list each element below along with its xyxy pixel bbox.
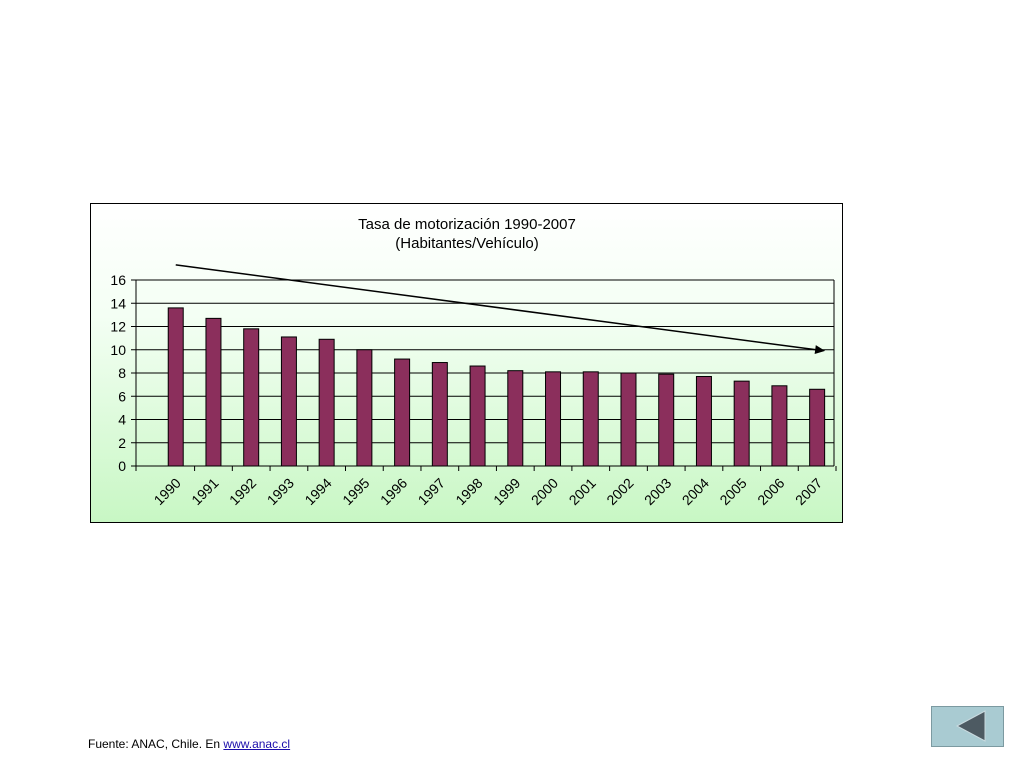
x-tick-label: 1998 <box>452 475 485 508</box>
y-tick-label: 14 <box>110 295 126 311</box>
bar-2000 <box>545 371 562 467</box>
bar-2002 <box>620 372 637 467</box>
bar-1997 <box>431 362 448 467</box>
source-link[interactable]: www.anac.cl <box>223 737 291 751</box>
x-tick-label: 1992 <box>226 475 259 508</box>
y-tick-label: 16 <box>110 272 126 288</box>
y-tick-label: 2 <box>118 435 126 451</box>
x-tick-label: 1997 <box>415 475 448 508</box>
back-arrow-icon <box>955 710 986 742</box>
x-tick-label: 1999 <box>490 475 523 508</box>
trend-arrow-line <box>175 264 818 351</box>
x-tick-label: 2005 <box>716 475 749 508</box>
x-tick-label: 2000 <box>528 475 561 508</box>
trend-arrow-head <box>814 345 826 355</box>
bar-2004 <box>695 375 712 467</box>
x-tick-label: 1990 <box>151 475 184 508</box>
source-note: Fuente: ANAC, Chile. En www.anac.cl <box>88 737 290 751</box>
bar-1992 <box>243 328 260 467</box>
y-tick-label: 4 <box>118 412 126 428</box>
source-text: Fuente: ANAC, Chile. En <box>88 737 224 751</box>
bar-1996 <box>394 358 411 467</box>
bar-2007 <box>809 388 826 467</box>
chart: Tasa de motorización 1990-2007 (Habitant… <box>110 216 837 508</box>
bar-1993 <box>280 336 297 467</box>
y-tick-label: 8 <box>118 365 126 381</box>
bar-2001 <box>582 371 599 467</box>
x-tick-label: 2003 <box>641 475 674 508</box>
y-tick-label: 10 <box>110 342 126 358</box>
x-tick-label: 2004 <box>679 475 712 508</box>
x-tick-label: 1991 <box>188 475 221 508</box>
chart-container: Tasa de motorización 1990-2007 (Habitant… <box>90 203 843 523</box>
x-tick-label: 1994 <box>301 475 334 508</box>
chart-subtitle: (Habitantes/Vehículo) <box>395 235 538 252</box>
y-tick-label: 6 <box>118 388 126 404</box>
x-tick-label: 2001 <box>566 475 599 508</box>
back-button[interactable] <box>931 706 1004 747</box>
bar-1995 <box>356 349 373 467</box>
y-tick-label: 0 <box>118 458 126 474</box>
x-tick-label: 2007 <box>792 475 825 508</box>
bar-1998 <box>469 365 486 467</box>
y-tick-label: 12 <box>110 319 126 335</box>
bar-2006 <box>771 385 788 467</box>
x-tick-label: 1996 <box>377 475 410 508</box>
x-tick-label: 2002 <box>603 475 636 508</box>
bar-1994 <box>318 338 335 467</box>
chart-title: Tasa de motorización 1990-2007 <box>358 216 576 233</box>
x-tick-label: 2006 <box>754 475 787 508</box>
bar-1991 <box>205 317 222 467</box>
bar-2003 <box>658 373 675 467</box>
bar-1999 <box>507 370 524 467</box>
x-tick-label: 1993 <box>264 475 297 508</box>
x-tick-label: 1995 <box>339 475 372 508</box>
bar-2005 <box>733 380 750 467</box>
bar-1990 <box>167 307 184 467</box>
